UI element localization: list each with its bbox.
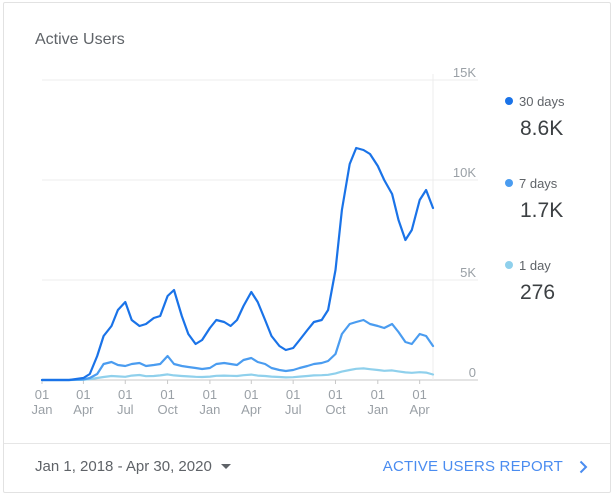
x-tick-bottom-label-7: Oct [325,402,346,417]
x-tick-bottom-label-0: Jan [32,402,53,417]
x-tick-top-label-2: 01 [118,387,132,402]
card-title: Active Users [35,31,125,48]
y-tick-label-3: 15K [453,65,476,80]
legend-30-days: 30 days 8.6K [504,91,565,141]
x-tick-bottom-label-8: Jan [367,402,388,417]
date-range-selector[interactable]: Jan 1, 2018 - Apr 30, 2020 [35,458,231,475]
x-tick-bottom-label-3: Oct [157,402,178,417]
x-tick-top-label-5: 01 [244,387,258,402]
legend-label-30-days: 30 days [519,93,565,109]
x-tick-bottom-label-9: Apr [410,402,431,417]
y-tick-label-1: 5K [460,265,476,280]
legend-dot-7-days [505,179,513,187]
legend-label-1-day: 1 day [519,257,551,273]
x-tick-bottom-label-6: Jul [285,402,302,417]
chevron-right-icon [579,460,588,473]
legend-value-1-day: 276 [520,281,556,304]
series-line-7-days [40,318,435,382]
y-tick-label-2: 10K [453,165,476,180]
x-tick-top-label-9: 01 [412,387,426,402]
x-tick-top-label-0: 01 [35,387,49,402]
x-tick-top-label-6: 01 [286,387,300,402]
legend-7-days: 7 days 1.7K [504,173,563,223]
active-users-report-link[interactable]: ACTIVE USERS REPORT [383,458,588,475]
legend-dot-1-day [505,261,513,269]
x-tick-top-label-3: 01 [160,387,174,402]
active-users-chart: 05K10K15K01Jan01Apr01Jul01Oct01Jan01Apr0… [32,65,478,417]
x-tick-top-label-8: 01 [371,387,385,402]
legend-label-7-days: 7 days [519,175,558,191]
x-tick-top-label-7: 01 [328,387,342,402]
x-tick-top-label-1: 01 [76,387,90,402]
legend-value-30-days: 8.6K [520,117,564,140]
card-footer: Jan 1, 2018 - Apr 30, 2020 ACTIVE USERS … [4,443,610,492]
legend-value-7-days: 1.7K [520,199,564,222]
series-line-30-days [40,146,435,382]
caret-down-icon [220,464,231,469]
x-tick-bottom-label-1: Apr [73,402,94,417]
x-tick-bottom-label-4: Jan [199,402,220,417]
series-line-1-day [40,367,435,382]
legend-1-day: 1 day 276 [504,255,555,305]
x-tick-bottom-label-5: Apr [241,402,262,417]
x-tick-bottom-label-2: Jul [117,402,134,417]
x-tick-top-label-4: 01 [203,387,217,402]
active-users-card: Active Users 30 days 8.6K 7 days 1.7K 1 … [3,2,611,493]
report-link-label: ACTIVE USERS REPORT [382,458,563,475]
date-range-label: Jan 1, 2018 - Apr 30, 2020 [35,458,212,475]
legend-dot-30-days [505,97,513,105]
y-tick-label-0: 0 [469,365,476,380]
